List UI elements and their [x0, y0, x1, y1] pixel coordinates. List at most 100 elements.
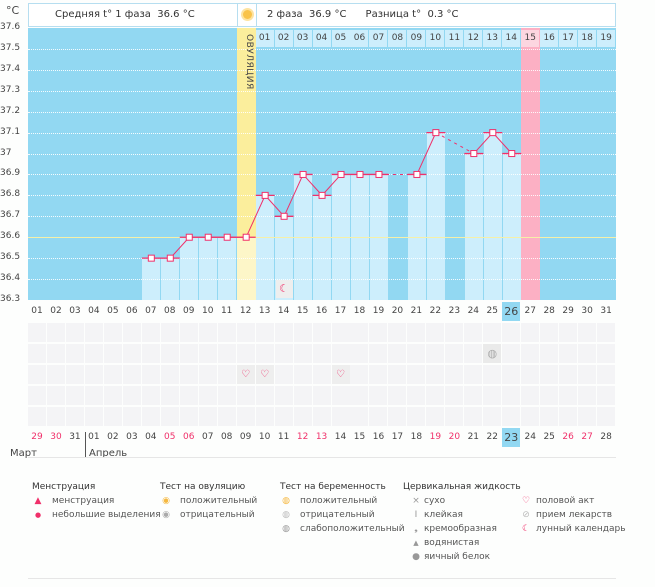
entry-cell[interactable] — [46, 407, 65, 426]
temp-point[interactable] — [375, 170, 383, 178]
entry-cell[interactable] — [445, 407, 464, 426]
entry-cell[interactable] — [464, 344, 483, 363]
entry-cell[interactable] — [179, 386, 198, 405]
calendar-date[interactable]: 03 — [126, 432, 138, 442]
calendar-date[interactable]: 09 — [239, 432, 252, 442]
entry-cell[interactable] — [445, 323, 464, 342]
temp-point[interactable] — [261, 191, 269, 199]
entry-cell[interactable] — [521, 407, 540, 426]
entry-cell[interactable] — [350, 323, 369, 342]
entry-cell[interactable] — [597, 365, 616, 384]
entry-cell[interactable] — [426, 344, 445, 363]
temp-point[interactable] — [508, 150, 516, 158]
entry-cell[interactable] — [160, 365, 179, 384]
entry-cell[interactable] — [198, 407, 217, 426]
temp-point[interactable] — [166, 254, 174, 262]
entry-cell[interactable] — [521, 386, 540, 405]
calendar-date[interactable]: 31 — [69, 432, 81, 442]
entry-cell[interactable] — [388, 386, 407, 405]
entry-cell[interactable] — [464, 365, 483, 384]
entry-cell[interactable] — [445, 365, 464, 384]
entry-cell[interactable] — [369, 407, 388, 426]
entry-cell[interactable] — [28, 407, 46, 426]
entry-cell[interactable]: ♡ — [331, 365, 350, 384]
calendar-date[interactable]: 15 — [353, 432, 366, 442]
entry-cell[interactable] — [502, 407, 521, 426]
temp-point[interactable] — [147, 254, 155, 262]
entry-cell[interactable] — [407, 365, 426, 384]
entry-cell[interactable] — [369, 365, 388, 384]
entry-cell[interactable] — [198, 344, 217, 363]
entry-cell[interactable] — [331, 323, 350, 342]
cycle-day[interactable]: 08 — [164, 306, 176, 316]
cycle-day[interactable]: 11 — [220, 306, 233, 316]
temp-point[interactable] — [280, 212, 288, 220]
entry-cell[interactable] — [312, 323, 331, 342]
entry-cell[interactable] — [217, 365, 236, 384]
entry-cell[interactable] — [84, 386, 103, 405]
cycle-day[interactable]: 19 — [372, 306, 385, 316]
cycle-day[interactable]: 06 — [126, 306, 138, 316]
entry-cell[interactable] — [160, 323, 179, 342]
temp-point[interactable] — [204, 233, 212, 241]
entry-cell[interactable] — [597, 386, 616, 405]
entry-cell[interactable] — [217, 323, 236, 342]
entry-cell[interactable] — [483, 407, 502, 426]
entry-cell[interactable] — [597, 323, 616, 342]
entry-cell[interactable] — [122, 344, 141, 363]
entry-cell[interactable] — [578, 323, 597, 342]
entry-cell[interactable] — [236, 386, 255, 405]
calendar-date[interactable]: 19 — [429, 432, 442, 442]
entry-cell[interactable] — [388, 344, 407, 363]
entry-cell[interactable]: ♡ — [255, 365, 274, 384]
entry-cell[interactable] — [407, 344, 426, 363]
temp-point[interactable] — [299, 170, 307, 178]
entry-cell[interactable] — [464, 386, 483, 405]
entry-cell[interactable] — [65, 365, 84, 384]
entry-cell[interactable] — [46, 323, 65, 342]
cycle-day[interactable]: 30 — [581, 306, 593, 316]
entry-cell[interactable] — [540, 407, 559, 426]
entry-cell[interactable] — [521, 323, 540, 342]
entry-cell[interactable] — [578, 365, 597, 384]
entry-cell[interactable] — [103, 365, 122, 384]
temp-point[interactable] — [432, 129, 440, 137]
calendar-date[interactable]: 28 — [600, 432, 612, 442]
temp-point[interactable] — [185, 233, 193, 241]
calendar-date[interactable]: 26 — [562, 432, 574, 442]
entry-cell[interactable] — [293, 386, 312, 405]
temp-point[interactable] — [413, 170, 421, 178]
entry-cell[interactable] — [293, 323, 312, 342]
entry-cell[interactable] — [179, 323, 198, 342]
entry-cell[interactable] — [103, 323, 122, 342]
entry-cell[interactable] — [369, 323, 388, 342]
entry-cell[interactable] — [84, 365, 103, 384]
entry-cell[interactable] — [483, 323, 502, 342]
entry-cell[interactable] — [578, 407, 597, 426]
temp-point[interactable] — [356, 170, 364, 178]
entry-cell[interactable] — [464, 407, 483, 426]
cycle-day[interactable]: 17 — [334, 306, 347, 316]
calendar-date[interactable]: 25 — [543, 432, 555, 442]
calendar-date[interactable]: 21 — [467, 432, 480, 442]
entry-cell[interactable] — [179, 365, 198, 384]
cycle-day[interactable]: 15 — [296, 306, 309, 316]
entry-cell[interactable] — [179, 407, 198, 426]
entry-cell[interactable] — [502, 386, 521, 405]
entry-cell[interactable] — [46, 386, 65, 405]
entry-cell[interactable] — [559, 386, 578, 405]
entry-cell[interactable] — [28, 365, 46, 384]
temp-point[interactable] — [223, 233, 231, 241]
entry-cell[interactable] — [445, 386, 464, 405]
entry-cell[interactable] — [122, 407, 141, 426]
cycle-day[interactable]: 20 — [391, 306, 404, 316]
entry-cell[interactable] — [103, 386, 122, 405]
calendar-date[interactable]: 29 — [31, 432, 43, 442]
current-cycle-day[interactable]: 26 — [502, 302, 521, 321]
entry-cell[interactable] — [160, 386, 179, 405]
entry-cell[interactable] — [141, 323, 160, 342]
entry-cell[interactable] — [407, 386, 426, 405]
calendar-date[interactable]: 24 — [524, 432, 536, 442]
entry-cell[interactable] — [255, 407, 274, 426]
cycle-day[interactable]: 13 — [258, 306, 271, 316]
